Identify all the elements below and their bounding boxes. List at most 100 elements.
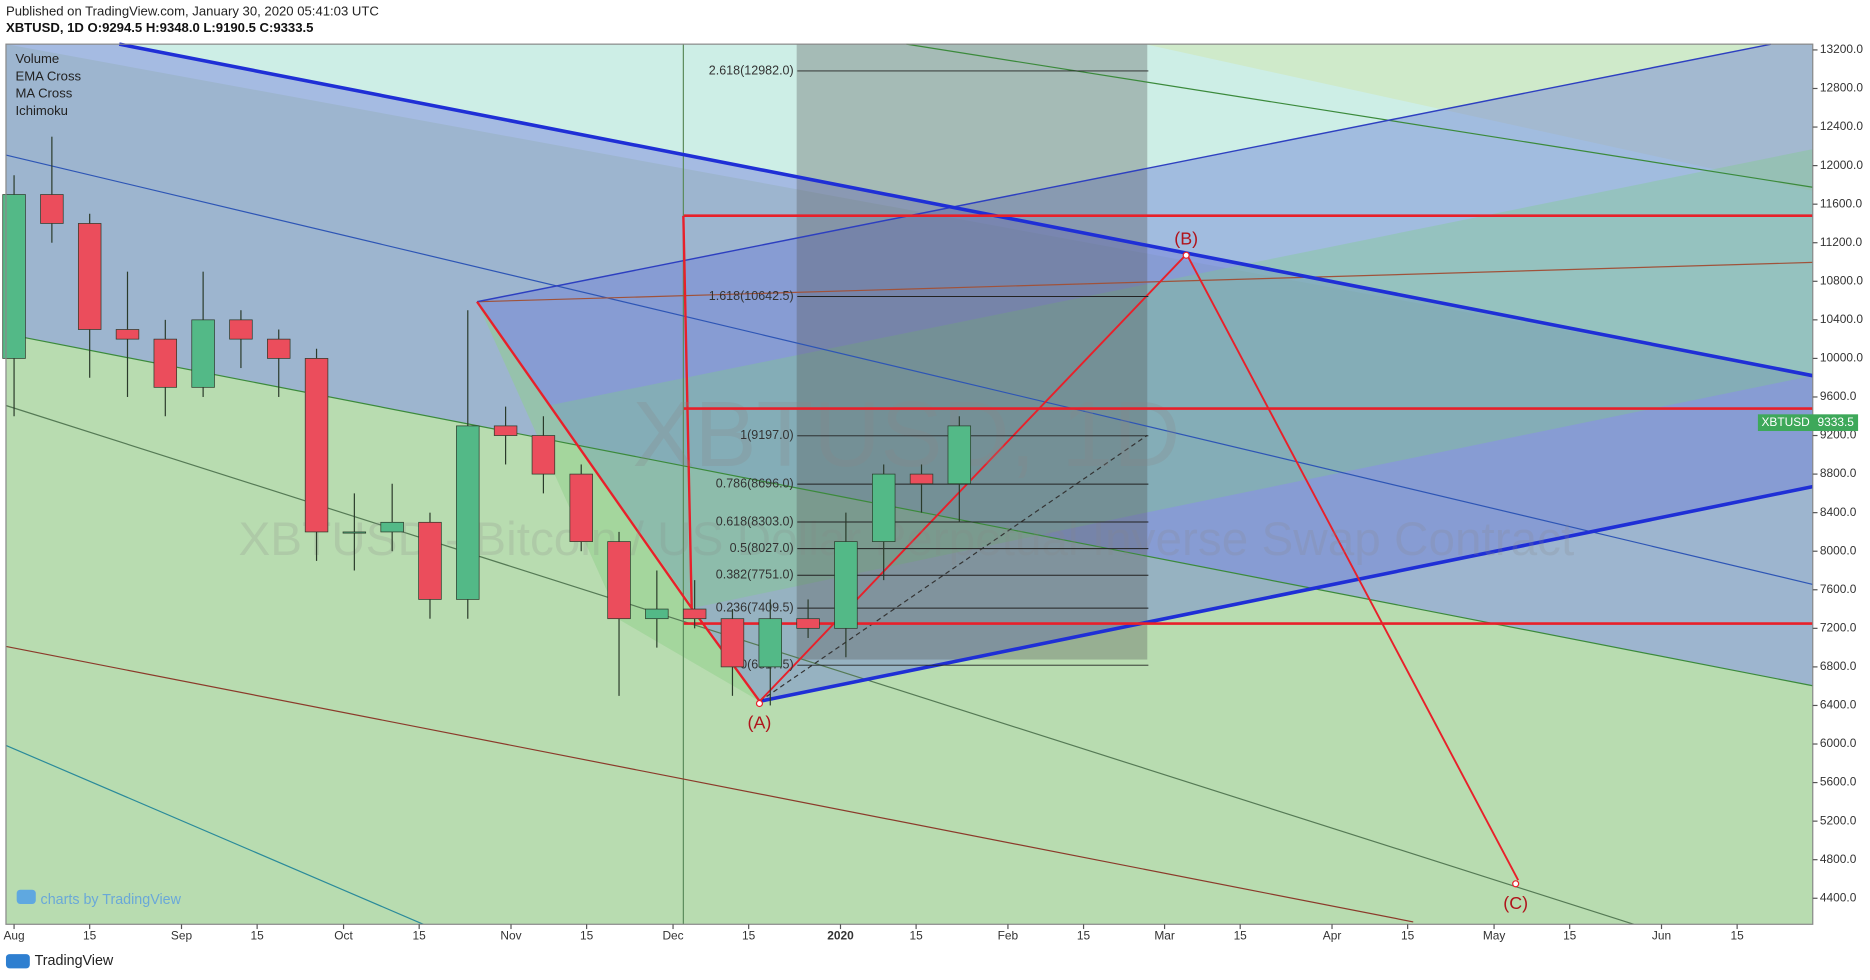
- wave-label: (A): [748, 713, 772, 733]
- wave-label: (C): [1503, 893, 1528, 913]
- candle-body: [947, 425, 972, 485]
- x-tick-label: Nov: [500, 928, 521, 942]
- fib-label: 0.382(7751.0): [716, 568, 794, 582]
- y-tick-label: 8000.0: [1820, 543, 1857, 557]
- fib-label: 0.786(8696.0): [716, 476, 794, 490]
- wave-point: [755, 699, 764, 708]
- channel-line: [476, 43, 1772, 303]
- x-tick-label: Apr: [1323, 928, 1342, 942]
- indicator-name: Ichimoku: [16, 103, 68, 118]
- x-tick-label: 15: [413, 928, 427, 942]
- candle-body: [909, 473, 934, 485]
- y-tick-label: 6000.0: [1820, 736, 1857, 750]
- y-tick-label: 10800.0: [1820, 273, 1863, 287]
- y-tick-label: 8800.0: [1820, 466, 1857, 480]
- channel-line: [118, 42, 1814, 378]
- candle-body: [153, 338, 178, 388]
- indicator-name: MA Cross: [16, 86, 73, 101]
- y-tick-label: 11200.0: [1820, 235, 1863, 249]
- candle-body: [191, 319, 215, 388]
- y-tick-label: 4400.0: [1820, 890, 1857, 904]
- candle-body: [380, 521, 404, 533]
- fib-label: 0.618(8303.0): [716, 514, 794, 528]
- brand: TradingView: [35, 953, 114, 969]
- fib-label: 1(9197.0): [740, 428, 794, 442]
- candle-body: [304, 358, 329, 533]
- badge: charts by TradingView: [41, 892, 182, 908]
- fib-label: 0.5(8027.0): [730, 541, 794, 555]
- x-tick-label: Aug: [3, 928, 24, 942]
- candle-body: [796, 618, 820, 629]
- candle-body: [758, 618, 782, 668]
- trendline: [5, 744, 424, 925]
- candle-body: [77, 223, 102, 330]
- price-tag-bg: [1757, 414, 1859, 432]
- candle-body: [418, 521, 442, 600]
- candle-body: [872, 473, 896, 542]
- ohlc: XBTUSD, 1D O:9294.5 H:9348.0 L:9190.5 C:…: [6, 20, 314, 35]
- wave-label: (B): [1174, 228, 1198, 248]
- indicator-legend: Volume EMA Cross MA Cross Ichimoku: [16, 51, 82, 118]
- x-tick-label: Feb: [998, 928, 1019, 942]
- x-tick-label: Sep: [171, 928, 193, 942]
- dashed-line: [759, 434, 1148, 702]
- x-tick-label: Oct: [334, 928, 353, 942]
- x-tick-label: 15: [1563, 928, 1577, 942]
- candle-body: [229, 319, 253, 340]
- y-tick-label: 12000.0: [1820, 158, 1863, 172]
- y-tick-label: 10000.0: [1820, 351, 1863, 365]
- x-tick-label: 15: [909, 928, 923, 942]
- candle-body: [531, 435, 556, 475]
- candle-body: [115, 329, 140, 340]
- x-tick-label: Mar: [1154, 928, 1175, 942]
- candle-body: [456, 425, 480, 600]
- candle-body: [267, 338, 291, 359]
- x-tick-label: 15: [83, 928, 97, 942]
- candle-body: [40, 194, 64, 224]
- brand-icon: [5, 954, 30, 969]
- candle-body: [607, 541, 631, 620]
- indicator-name: Volume: [16, 51, 60, 66]
- trendline: [5, 154, 1813, 585]
- wave-point: [1182, 251, 1190, 259]
- y-tick-label: 13200.0: [1820, 42, 1863, 56]
- y-tick-label: 5200.0: [1820, 813, 1857, 827]
- y-tick-label: 8400.0: [1820, 505, 1857, 519]
- zone: [548, 149, 1813, 609]
- candle-body: [720, 618, 745, 668]
- fib-label: 1.618(10642.5): [709, 289, 794, 303]
- y-tick-label: 9200.0: [1820, 428, 1857, 442]
- x-tick-label: 15: [1731, 928, 1745, 942]
- published: Published on TradingView.com, January 30…: [6, 3, 379, 18]
- y-tick-label: 6800.0: [1820, 659, 1857, 673]
- x-tick-label: May: [1483, 928, 1506, 942]
- candle-body: [645, 608, 669, 620]
- y-tick-label: 7200.0: [1820, 620, 1857, 634]
- x-tick-label: 15: [1234, 928, 1248, 942]
- trendline: [906, 43, 1813, 188]
- y-tick-label: 11600.0: [1820, 196, 1863, 210]
- wave-point: [1512, 880, 1520, 888]
- candle-body: [834, 541, 858, 629]
- price-tag-value: 9333.5: [1818, 415, 1855, 429]
- fib-label: 0.236(7409.5): [716, 600, 794, 614]
- x-tick-label: 15: [742, 928, 756, 942]
- watermark-symbol: XBTUSD, 1D: [632, 382, 1180, 486]
- y-tick-label: 4800.0: [1820, 852, 1857, 866]
- y-tick-label: 12800.0: [1820, 81, 1863, 95]
- price-axis: [1812, 44, 1870, 951]
- y-tick-label: 7600.0: [1820, 582, 1857, 596]
- candle-body: [493, 425, 518, 436]
- candle-body: [682, 608, 707, 620]
- x-tick-label: Jun: [1652, 928, 1671, 942]
- candle-body: [569, 473, 593, 542]
- time-axis: [5, 924, 1813, 951]
- x-tick-label: 15: [580, 928, 594, 942]
- plot-area: XBTUSD, 1D XBTUSD - Bitcoin / US Dollar …: [2, 42, 1814, 925]
- x-tick-label: 2020: [827, 928, 854, 942]
- y-tick-label: 10400.0: [1820, 312, 1863, 326]
- y-tick-label: 6400.0: [1820, 698, 1857, 712]
- candle-body: [2, 194, 26, 359]
